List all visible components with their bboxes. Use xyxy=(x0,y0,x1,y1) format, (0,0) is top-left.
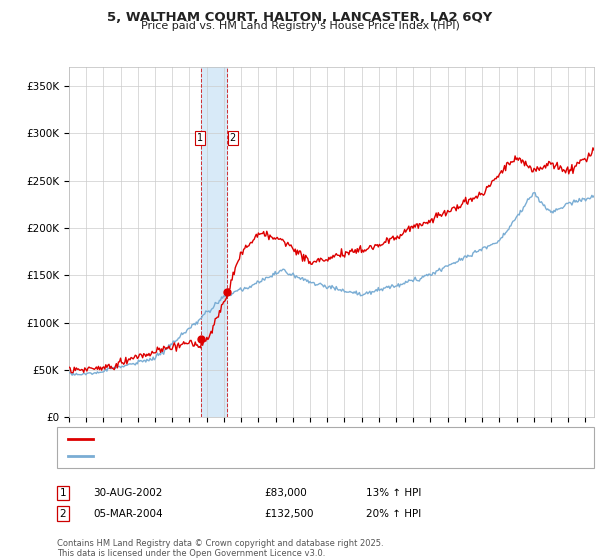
Text: Contains HM Land Registry data © Crown copyright and database right 2025.
This d: Contains HM Land Registry data © Crown c… xyxy=(57,539,383,558)
Text: Price paid vs. HM Land Registry's House Price Index (HPI): Price paid vs. HM Land Registry's House … xyxy=(140,21,460,31)
Text: £132,500: £132,500 xyxy=(264,508,314,519)
Text: 30-AUG-2002: 30-AUG-2002 xyxy=(93,488,163,498)
Bar xyxy=(201,67,227,417)
Text: 1: 1 xyxy=(59,488,67,498)
Text: 20% ↑ HPI: 20% ↑ HPI xyxy=(366,508,421,519)
Text: 5, WALTHAM COURT, HALTON, LANCASTER, LA2 6QY: 5, WALTHAM COURT, HALTON, LANCASTER, LA2… xyxy=(107,11,493,24)
Text: 5, WALTHAM COURT, HALTON, LANCASTER, LA2 6QY (semi-detached house): 5, WALTHAM COURT, HALTON, LANCASTER, LA2… xyxy=(98,433,469,444)
Text: 2: 2 xyxy=(230,133,236,143)
Text: HPI: Average price, semi-detached house, Lancaster: HPI: Average price, semi-detached house,… xyxy=(98,451,353,461)
Text: 13% ↑ HPI: 13% ↑ HPI xyxy=(366,488,421,498)
Text: 1: 1 xyxy=(197,133,203,143)
Text: £83,000: £83,000 xyxy=(264,488,307,498)
Text: 05-MAR-2004: 05-MAR-2004 xyxy=(93,508,163,519)
Text: 2: 2 xyxy=(59,508,67,519)
